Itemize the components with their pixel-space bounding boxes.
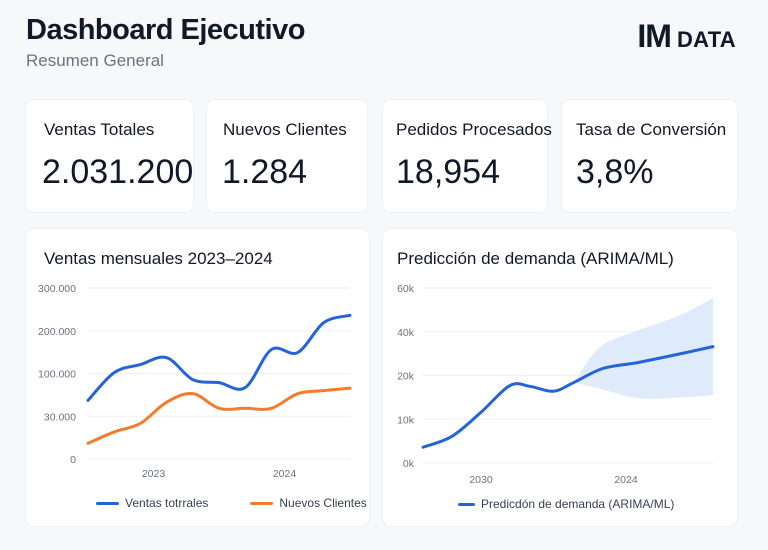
kpi-card-tasa-conversion: Tasa de Conversión 3,8% xyxy=(562,100,737,212)
x-tick-label: 2030 xyxy=(469,474,493,486)
kpi-label: Tasa de Conversión xyxy=(576,120,727,139)
kpi-label: Nuevos Clientes xyxy=(223,120,347,139)
confidence-band xyxy=(573,297,713,399)
legend-label: Ventas totrrales xyxy=(125,496,209,510)
brand-logo: IM DATA xyxy=(637,18,736,55)
header: Dashboard Ejecutivo Resumen General xyxy=(26,14,305,71)
y-tick-label: 200.000 xyxy=(38,326,76,338)
legend-item-ventas[interactable]: Ventas totrrales xyxy=(96,496,208,510)
chart-legend: Predicdón de demanda (ARIMA/ML) xyxy=(458,497,702,511)
chart-title: Ventas mensuales 2023–2024 xyxy=(44,249,273,268)
kpi-value: 3,8% xyxy=(576,153,654,191)
y-tick-label: 300.000 xyxy=(38,283,76,295)
x-tick-label: 2023 xyxy=(142,468,166,480)
x-tick-label: 2024 xyxy=(273,468,297,480)
y-tick-label: 100.000 xyxy=(38,369,76,381)
kpi-card-pedidos-procesados: Pedidos Procesados 18,954 xyxy=(383,100,552,212)
kpi-label: Ventas Totales xyxy=(44,120,155,139)
kpi-value: 18,954 xyxy=(396,153,500,191)
y-tick-label: 60k xyxy=(397,283,415,295)
y-tick-label: 40k xyxy=(397,327,415,339)
kpi-value: 2.031.200 xyxy=(42,153,194,191)
chart-ventas-mensuales: 0 30.000 100.000 200.000 300.000 2023 2024 xyxy=(38,283,352,480)
chart-legend: Ventas totrrales Nuevos Clientes xyxy=(96,496,395,510)
page-subtitle: Resumen General xyxy=(26,51,164,70)
kpi-card-ventas-totales: Ventas Totales 2.031.200 xyxy=(26,100,193,212)
series-line-prediccion xyxy=(421,345,715,449)
legend-swatch-orange xyxy=(250,501,274,505)
y-tick-label: 0 xyxy=(70,454,76,466)
chart-prediccion-demanda: 0k 10k 20k 40k 60k 2030 2024 xyxy=(397,283,715,486)
logo-im: IM xyxy=(637,18,672,54)
legend-label: Predicdón de demanda (ARIMA/ML) xyxy=(481,497,675,511)
y-tick-label: 0k xyxy=(403,458,415,470)
series-line-ventas xyxy=(86,313,352,402)
kpi-card-nuevos-clientes: Nuevos Clientes 1.284 xyxy=(207,100,367,212)
kpi-label: Pedidos Procesados xyxy=(396,120,552,139)
chart-card-prediccion-demanda: Predicción de demanda (ARIMA/ML) 0k 10k 20… xyxy=(383,229,737,526)
legend-item-nuevos-clientes[interactable]: Nuevos Clientes xyxy=(250,496,367,510)
legend-swatch-blue xyxy=(458,502,475,506)
chart-title: Predicción de demanda (ARIMA/ML) xyxy=(397,249,674,268)
x-tick-label: 2024 xyxy=(614,474,638,486)
legend-item-prediccion[interactable]: Predicdón de demanda (ARIMA/ML) xyxy=(458,497,674,511)
logo-data: DATA xyxy=(676,27,736,52)
legend-label: Nuevos Clientes xyxy=(279,496,367,510)
page-title: Dashboard Ejecutivo xyxy=(26,14,305,46)
kpi-value: 1.284 xyxy=(222,153,308,191)
legend-swatch-blue xyxy=(96,501,119,505)
y-tick-label: 10k xyxy=(397,414,415,426)
y-tick-label: 30.000 xyxy=(44,411,76,423)
series-line-nuevos-clientes xyxy=(86,386,352,445)
y-tick-label: 20k xyxy=(397,371,415,383)
chart-card-ventas-mensuales: Ventas mensuales 2023–2024 0 30.000 100.00… xyxy=(26,229,369,526)
